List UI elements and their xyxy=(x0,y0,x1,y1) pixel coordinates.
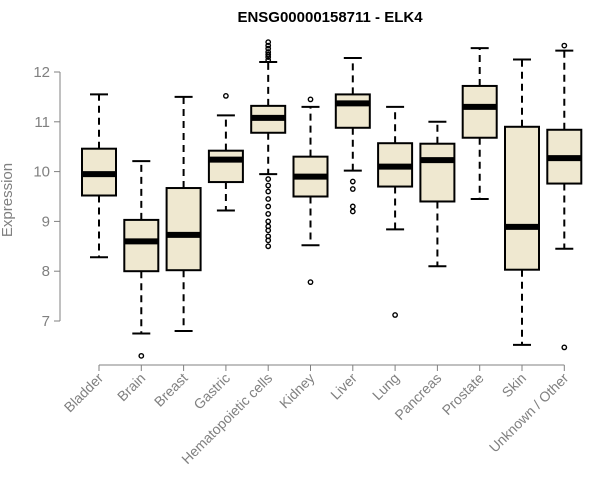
outlier-point xyxy=(561,344,568,351)
outlier-point xyxy=(265,203,272,210)
outlier-point xyxy=(265,51,272,58)
outlier-point xyxy=(265,243,272,250)
iqr-box xyxy=(207,149,244,184)
x-tick-label: Kidney xyxy=(276,370,318,412)
outlier-point xyxy=(265,176,272,182)
x-tick-label: Breast xyxy=(151,370,191,410)
y-tick-label: 10 xyxy=(33,164,50,181)
iqr-box xyxy=(419,142,456,203)
box-group xyxy=(123,160,160,359)
box-group xyxy=(377,105,414,318)
y-tick-label: 7 xyxy=(42,313,50,330)
outlier-point xyxy=(561,42,568,49)
iqr-box xyxy=(461,84,498,139)
y-tick-label: 12 xyxy=(33,64,50,81)
box-group xyxy=(292,96,329,286)
outlier-point xyxy=(265,54,272,60)
iqr-box xyxy=(123,218,160,273)
x-tick-label: Lung xyxy=(369,370,402,403)
box-group xyxy=(207,93,244,212)
chart-title: ENSG00000158711 - ELK4 xyxy=(237,9,423,26)
box-group xyxy=(250,39,287,250)
y-axis-label: Expression xyxy=(0,163,16,237)
x-tick-label: Pancreas xyxy=(391,370,444,423)
boxes-layer xyxy=(81,39,583,359)
outlier-point xyxy=(222,93,229,99)
outlier-point xyxy=(349,186,356,192)
y-tick-label: 11 xyxy=(34,114,50,131)
outlier-point xyxy=(138,352,145,359)
y-tick-label: 9 xyxy=(42,213,50,230)
box-group xyxy=(546,42,583,351)
iqr-box xyxy=(504,125,540,271)
outlier-point xyxy=(265,182,272,189)
box-group xyxy=(461,47,498,200)
box-group xyxy=(419,120,456,268)
x-tick-label: Skin xyxy=(499,370,530,401)
outlier-point xyxy=(307,279,314,286)
iqr-box xyxy=(165,187,202,272)
outlier-point xyxy=(265,196,272,202)
outlier-point xyxy=(265,42,272,49)
outlier-point xyxy=(265,227,272,234)
x-tick-label: Brain xyxy=(114,370,148,404)
box-group xyxy=(81,93,117,259)
outlier-point xyxy=(307,96,314,103)
outlier-point xyxy=(349,203,356,210)
y-tick-label: 8 xyxy=(42,263,50,280)
x-tick-label: Prostate xyxy=(439,370,487,418)
box-group xyxy=(334,57,371,215)
outlier-point xyxy=(265,45,272,52)
outlier-point xyxy=(392,312,398,318)
iqr-box xyxy=(334,93,371,129)
y-axis: 7 8 9 10 11 12 xyxy=(33,64,61,330)
x-tick-label: Unknown / Other xyxy=(486,370,572,456)
outlier-point xyxy=(265,237,272,244)
outlier-point xyxy=(265,211,272,217)
outlier-point xyxy=(265,218,272,225)
outlier-point xyxy=(265,39,272,46)
outlier-point xyxy=(349,178,356,185)
outlier-point xyxy=(349,208,356,215)
outlier-point xyxy=(265,57,272,63)
outlier-point xyxy=(265,188,272,195)
x-tick-label: Liver xyxy=(327,370,360,403)
box-group xyxy=(165,95,202,332)
x-tick-label: Bladder xyxy=(61,370,107,416)
box-group xyxy=(504,58,540,346)
